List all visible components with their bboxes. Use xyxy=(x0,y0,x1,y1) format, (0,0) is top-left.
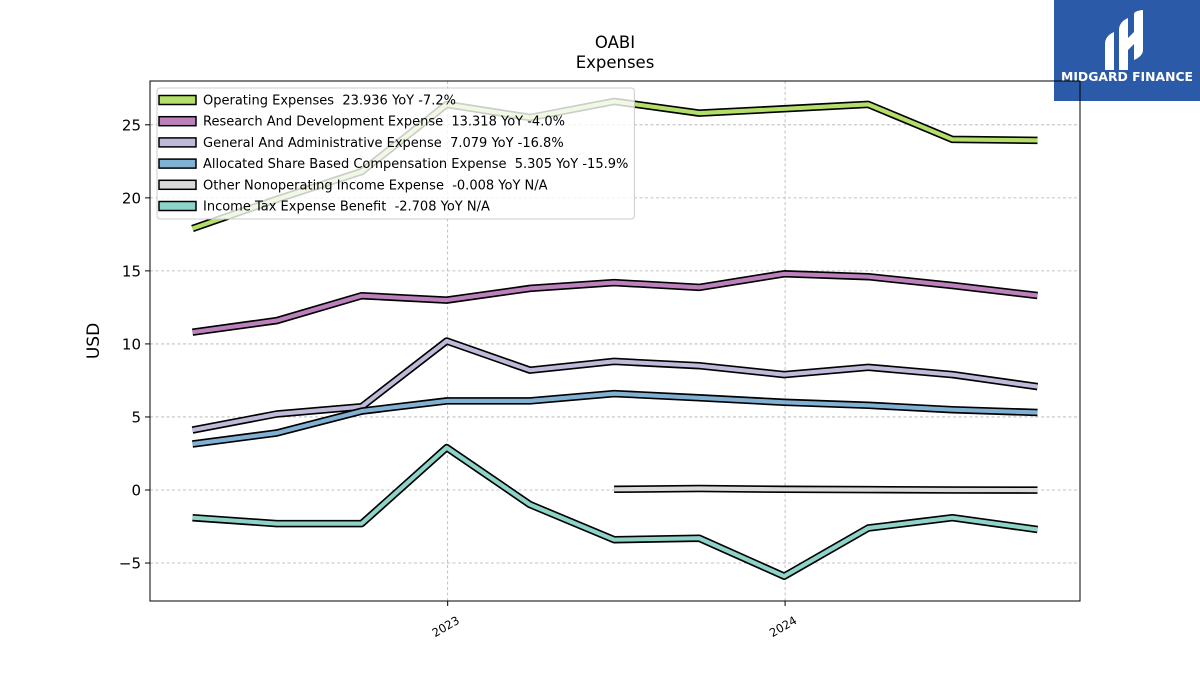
y-tick-label: 15 xyxy=(122,262,141,280)
legend-yoy-change: YoY N/A xyxy=(440,200,490,215)
legend-entry: Income Tax Expense Benefit -2.708 YoY N/… xyxy=(203,200,490,215)
y-tick-label: 10 xyxy=(122,335,141,353)
legend-latest-value: 13.318 xyxy=(451,115,497,130)
legend-swatch xyxy=(158,115,197,127)
legend-swatch xyxy=(158,137,197,148)
series-allocated-share-based-compensation-expense xyxy=(192,389,1038,448)
legend-series-name: Operating Expenses xyxy=(203,94,334,109)
series-line-research-and-development-expense xyxy=(192,271,1038,335)
legend: Operating Expenses 23.936 YoY -7.2% Resea… xyxy=(156,87,635,220)
y-tick-label: 5 xyxy=(131,408,141,426)
legend-latest-value: 7.079 xyxy=(450,136,487,151)
series-income-tax-expense-benefit xyxy=(192,443,1039,580)
legend-swatch xyxy=(158,179,197,191)
legend-latest-value: -2.708 xyxy=(395,200,437,215)
legend-swatch xyxy=(158,94,197,106)
legend-yoy-change: YoY -4.0% xyxy=(500,115,565,130)
legend-entry: Research And Development Expense 13.318 … xyxy=(203,115,565,130)
logo-text: MIDGARD FINANCE xyxy=(1061,69,1193,84)
y-axis-label: USD xyxy=(84,323,104,359)
legend-yoy-change: YoY -16.8% xyxy=(490,136,563,151)
series-research-and-development-expense xyxy=(191,270,1038,336)
legend-latest-value: 23.936 xyxy=(342,94,388,109)
series-general-and-administrative-expense xyxy=(191,337,1039,434)
midgard-finance-logo: MIDGARD FINANCE xyxy=(1054,0,1200,101)
y-axis-ticks: −5 0 5 10 15 20 25 xyxy=(119,116,150,573)
y-tick-label: 0 xyxy=(131,481,141,499)
legend-swatch xyxy=(158,158,197,169)
legend-series-name: Income Tax Expense Benefit xyxy=(203,200,386,215)
legend-yoy-change: YoY -15.9% xyxy=(555,157,628,172)
series-lines xyxy=(191,97,1039,580)
legend-series-name: Research And Development Expense xyxy=(203,115,443,130)
legend-frame xyxy=(156,87,635,220)
legend-entry: Operating Expenses 23.936 YoY -7.2% xyxy=(203,94,456,109)
y-tick-label: 25 xyxy=(122,116,141,134)
series-line-income-tax-expense-benefit xyxy=(192,445,1038,579)
legend-entry: Allocated Share Based Compensation Expen… xyxy=(203,157,628,172)
y-tick-label: 20 xyxy=(122,189,141,207)
series-line-other-nonoperating-income-expense xyxy=(614,486,1038,493)
legend-series-name: Allocated Share Based Compensation Expen… xyxy=(203,157,506,172)
legend-latest-value: 5.305 xyxy=(515,157,552,172)
chart-subtitle: Expenses xyxy=(576,53,655,72)
legend-entry: General And Administrative Expense 7.079… xyxy=(203,136,564,151)
chart-title: OABI xyxy=(595,33,635,52)
y-tick-label: −5 xyxy=(119,555,141,573)
legend-swatch xyxy=(158,200,197,212)
plot-frame xyxy=(149,80,1081,602)
series-line-general-and-administrative-expense xyxy=(192,338,1038,433)
legend-entry: Other Nonoperating Income Expense -0.008… xyxy=(203,178,548,193)
legend-yoy-change: YoY N/A xyxy=(497,178,547,193)
legend-latest-value: -0.008 xyxy=(452,178,494,193)
series-line-allocated-share-based-compensation-expense xyxy=(192,391,1038,447)
legend-series-name: Other Nonoperating Income Expense xyxy=(203,178,444,193)
legend-series-name: General And Administrative Expense xyxy=(203,136,442,151)
legend-yoy-change: YoY -7.2% xyxy=(391,94,456,109)
series-other-nonoperating-income-expense xyxy=(614,484,1038,494)
midgard-finance-mark-icon xyxy=(1105,10,1143,70)
